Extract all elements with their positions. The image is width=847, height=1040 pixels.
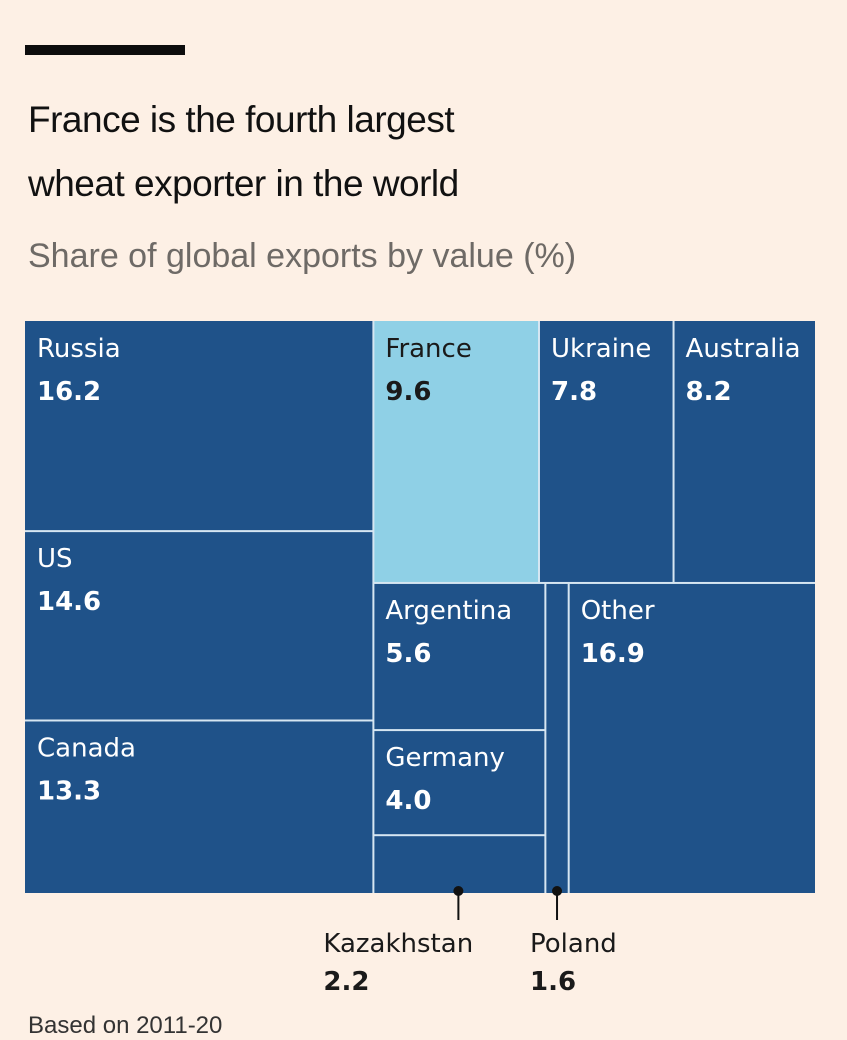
- tile-value-france: 9.6: [385, 377, 431, 407]
- tile-label-germany: Germany: [385, 743, 505, 773]
- callout-poland: Poland 1.6: [530, 886, 617, 997]
- tile-other: Other 16.9: [569, 583, 815, 893]
- callout-kazakhstan: Kazakhstan 2.2: [323, 886, 473, 997]
- tile-value-argentina: 5.6: [385, 639, 431, 669]
- tile-rect-kazakhstan: [374, 836, 545, 893]
- tile-value-other: 16.9: [581, 639, 645, 669]
- tile-argentina: Argentina 5.6: [374, 583, 545, 730]
- tile-value-australia: 8.2: [686, 377, 732, 407]
- tile-label-argentina: Argentina: [385, 596, 512, 626]
- tile-value-russia: 16.2: [37, 377, 101, 407]
- source-note: Based on 2011-20: [28, 1012, 223, 1039]
- tile-rect-other: [569, 583, 815, 893]
- tile-label-australia: Australia: [686, 334, 801, 364]
- callout-label-kazakhstan: Kazakhstan: [323, 929, 473, 959]
- tile-rect-france: [374, 321, 538, 582]
- callout-value-poland: 1.6: [530, 967, 576, 997]
- callout-value-kazakhstan: 2.2: [323, 967, 369, 997]
- tile-value-canada: 13.3: [37, 776, 101, 806]
- tile-france: France 9.6: [374, 321, 538, 582]
- tile-poland: [546, 583, 568, 893]
- chart-title-line-1: France is the fourth largest: [28, 99, 455, 140]
- tile-rect-poland: [546, 583, 568, 893]
- header-rule: [25, 45, 185, 55]
- tile-ukraine: Ukraine 7.8: [539, 321, 673, 582]
- tile-rect-us: [25, 532, 373, 720]
- tile-value-us: 14.6: [37, 587, 101, 617]
- tile-russia: Russia 16.2: [25, 321, 373, 531]
- tile-us: US 14.6: [25, 532, 373, 720]
- tile-australia: Australia 8.2: [674, 321, 815, 582]
- tile-rect-germany: [374, 731, 545, 835]
- tile-label-other: Other: [581, 596, 655, 626]
- tile-label-france: France: [385, 334, 471, 364]
- tile-value-germany: 4.0: [385, 786, 431, 816]
- tile-rect-canada: [25, 721, 373, 893]
- tile-label-ukraine: Ukraine: [551, 334, 651, 364]
- tile-label-us: US: [37, 544, 73, 574]
- tile-label-canada: Canada: [37, 733, 136, 763]
- tile-canada: Canada 13.3: [25, 721, 373, 893]
- tile-rect-russia: [25, 321, 373, 531]
- tile-rect-argentina: [374, 583, 545, 730]
- chart-subtitle: Share of global exports by value (%): [28, 237, 577, 275]
- chart-title-line-2: wheat exporter in the world: [28, 163, 459, 204]
- tile-rect-ukraine: [539, 321, 673, 582]
- tile-germany: Germany 4.0: [374, 731, 545, 835]
- chart-title: France is the fourth largest wheat expor…: [28, 88, 728, 216]
- tile-value-ukraine: 7.8: [551, 377, 597, 407]
- callout-label-poland: Poland: [530, 929, 617, 959]
- tile-label-russia: Russia: [37, 334, 121, 364]
- tile-rect-australia: [674, 321, 815, 582]
- tile-kazakhstan: [374, 836, 545, 893]
